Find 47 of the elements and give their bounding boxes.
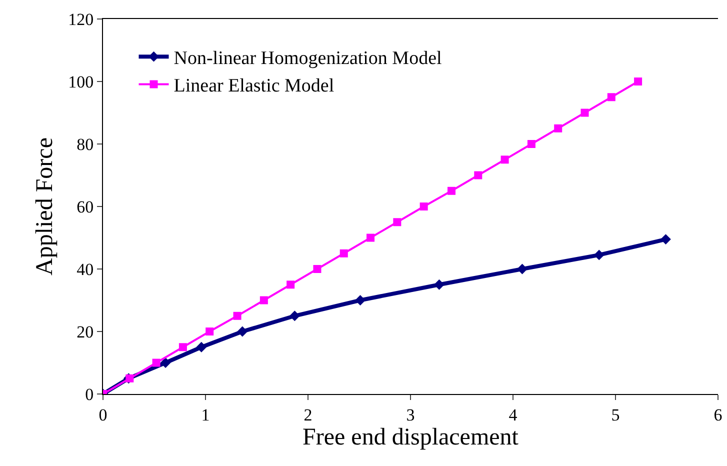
x-axis-title: Free end displacement [302,424,519,450]
point [237,326,248,337]
point [448,186,456,195]
point [474,171,482,180]
point [355,295,366,306]
point [607,93,616,102]
point [196,342,207,352]
point [500,156,509,164]
point [554,124,562,132]
point [420,202,428,210]
point [594,250,604,260]
point [160,358,171,368]
point [178,343,187,352]
y-tick-label: 0 [85,384,94,404]
point [289,310,300,322]
x-tick-label: 6 [714,405,722,424]
point [660,234,671,245]
x-tick-label: 2 [304,405,312,424]
x-tick-label: 5 [611,405,620,424]
point [393,218,402,226]
point [152,358,160,367]
y-tick-label: 100 [68,72,94,92]
x-tick-label: 3 [406,405,415,424]
y-axis-title: Applied Force [32,138,58,276]
y-tick-label: 120 [68,10,94,29]
y-tick-label: 40 [76,260,94,279]
point [366,234,375,242]
x-tick-label: 0 [98,405,108,424]
x-tick-label: 4 [508,405,518,424]
point [517,264,528,274]
point [260,296,268,304]
legend-label: Linear Elastic Model [174,76,334,97]
point [580,108,589,117]
point [634,78,642,86]
point [126,374,134,382]
point [340,249,348,258]
point [233,312,242,320]
point [286,280,295,289]
legend-label: Non-linear Homogenization Model [174,48,442,70]
point [313,265,322,273]
y-tick-label: 80 [76,134,94,154]
y-tick-label: 20 [76,322,94,342]
y-tick-label: 60 [76,197,94,216]
x-tick-label: 1 [201,405,210,424]
point [206,328,214,336]
point [434,279,444,290]
point [527,140,536,148]
